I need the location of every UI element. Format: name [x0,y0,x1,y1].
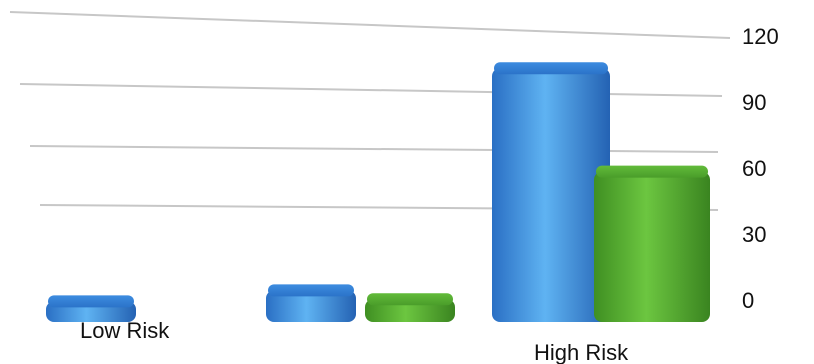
x-axis-labels: Low Risk High Risk [80,318,629,364]
bar-front [594,171,710,322]
y-tick-label: 0 [742,288,754,313]
y-tick-label: 90 [742,90,766,115]
bar-series1-cat3 [492,62,610,322]
bar-front [266,290,356,322]
bar-top [596,165,708,178]
bar-series2-cat2 [365,293,455,322]
bars [46,62,710,322]
bar-top [494,62,608,75]
gridline-90 [19,83,723,97]
y-axis-ticks: 0 30 60 90 120 [742,24,779,313]
bar-front [492,68,610,322]
x-category-label: High Risk [534,340,629,364]
bar-top [367,293,453,306]
bar-series1-cat1 [46,295,136,322]
bar-series2-cat3 [594,165,710,322]
y-tick-label: 120 [742,24,779,49]
bar-top [48,295,134,308]
gridline-60 [29,145,719,153]
bar-top [268,284,354,297]
gridline-120 [9,11,731,39]
x-category-label: Low Risk [80,318,170,343]
y-tick-label: 60 [742,156,766,181]
y-tick-label: 30 [742,222,766,247]
bar-series1-cat2 [266,284,356,322]
